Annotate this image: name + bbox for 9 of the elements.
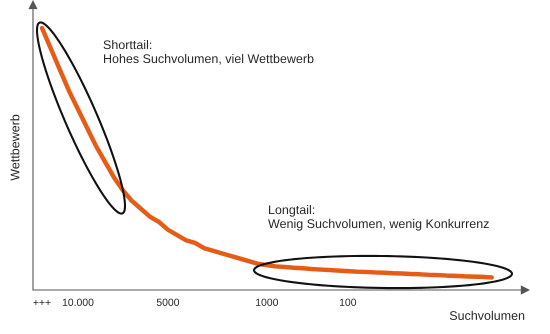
annotation: Longtail: Wenig Suchvolumen, wenig Konkurrenz (268, 205, 489, 231)
x-tick-label: 100 (340, 298, 356, 306)
x-tick-label: 1000 (256, 298, 278, 306)
x-axis-title: Suchvolumen (450, 310, 524, 320)
x-tick-label: 10.000 (62, 298, 94, 306)
x-tick-label: +++ (33, 300, 51, 305)
y-axis-title: Wettbewerb (10, 114, 20, 181)
annotation: Shorttail: Hohes Suchvolumen, viel Wettbewerb (104, 40, 314, 65)
x-tick-label: 5000 (156, 298, 180, 306)
